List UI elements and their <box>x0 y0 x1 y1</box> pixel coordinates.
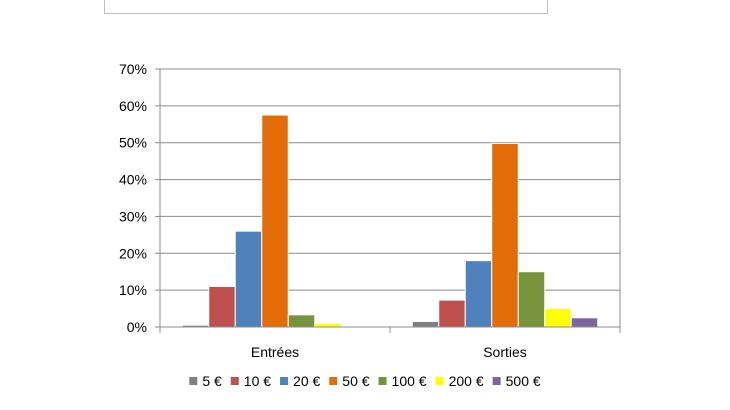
legend-swatch <box>280 377 289 385</box>
bar <box>464 260 493 328</box>
legend-swatch <box>329 377 338 385</box>
y-tick-label: 0% <box>127 319 147 335</box>
legend: 5 € 10 € 20 € 50 € 100 € 200 € 500 € <box>189 373 541 389</box>
legend-label: 20 € <box>293 373 320 389</box>
bar <box>287 314 316 328</box>
y-axis-ticks: 0% 10% 20% 30% 40% 50% 60% 70% <box>119 61 160 335</box>
legend-swatch <box>378 377 387 385</box>
y-tick-label: 10% <box>119 282 147 298</box>
axes <box>159 68 621 333</box>
legend-label: 500 € <box>506 373 541 389</box>
bar <box>544 308 572 328</box>
bar <box>570 317 599 328</box>
top-frame <box>104 0 548 14</box>
y-tick-label: 30% <box>119 208 147 224</box>
x-tick-label: Entrées <box>251 344 299 360</box>
legend-swatch <box>492 377 501 385</box>
gridlines <box>160 68 620 291</box>
x-axis-labels: Entrées Sorties <box>251 344 527 360</box>
y-tick-label: 50% <box>119 135 147 151</box>
bar <box>517 271 546 328</box>
y-tick-label: 60% <box>119 98 147 114</box>
bar <box>261 114 289 328</box>
legend-label: 10 € <box>244 373 271 389</box>
bar <box>234 230 263 328</box>
legend-swatch <box>230 377 239 385</box>
y-tick-label: 40% <box>119 172 147 188</box>
bar <box>314 322 342 328</box>
legend-swatch <box>189 377 198 385</box>
bar <box>411 320 440 328</box>
bar <box>208 285 236 328</box>
bar <box>438 299 466 328</box>
legend-label: 5 € <box>202 373 222 389</box>
legend-label: 100 € <box>392 373 427 389</box>
x-tick-label: Sorties <box>483 344 527 360</box>
legend-label: 200 € <box>449 373 484 389</box>
y-tick-label: 20% <box>119 245 147 261</box>
y-tick-label: 70% <box>119 61 147 77</box>
legend-label: 50 € <box>342 373 369 389</box>
bar <box>491 142 519 328</box>
bars <box>181 114 599 328</box>
legend-swatch <box>435 377 444 385</box>
